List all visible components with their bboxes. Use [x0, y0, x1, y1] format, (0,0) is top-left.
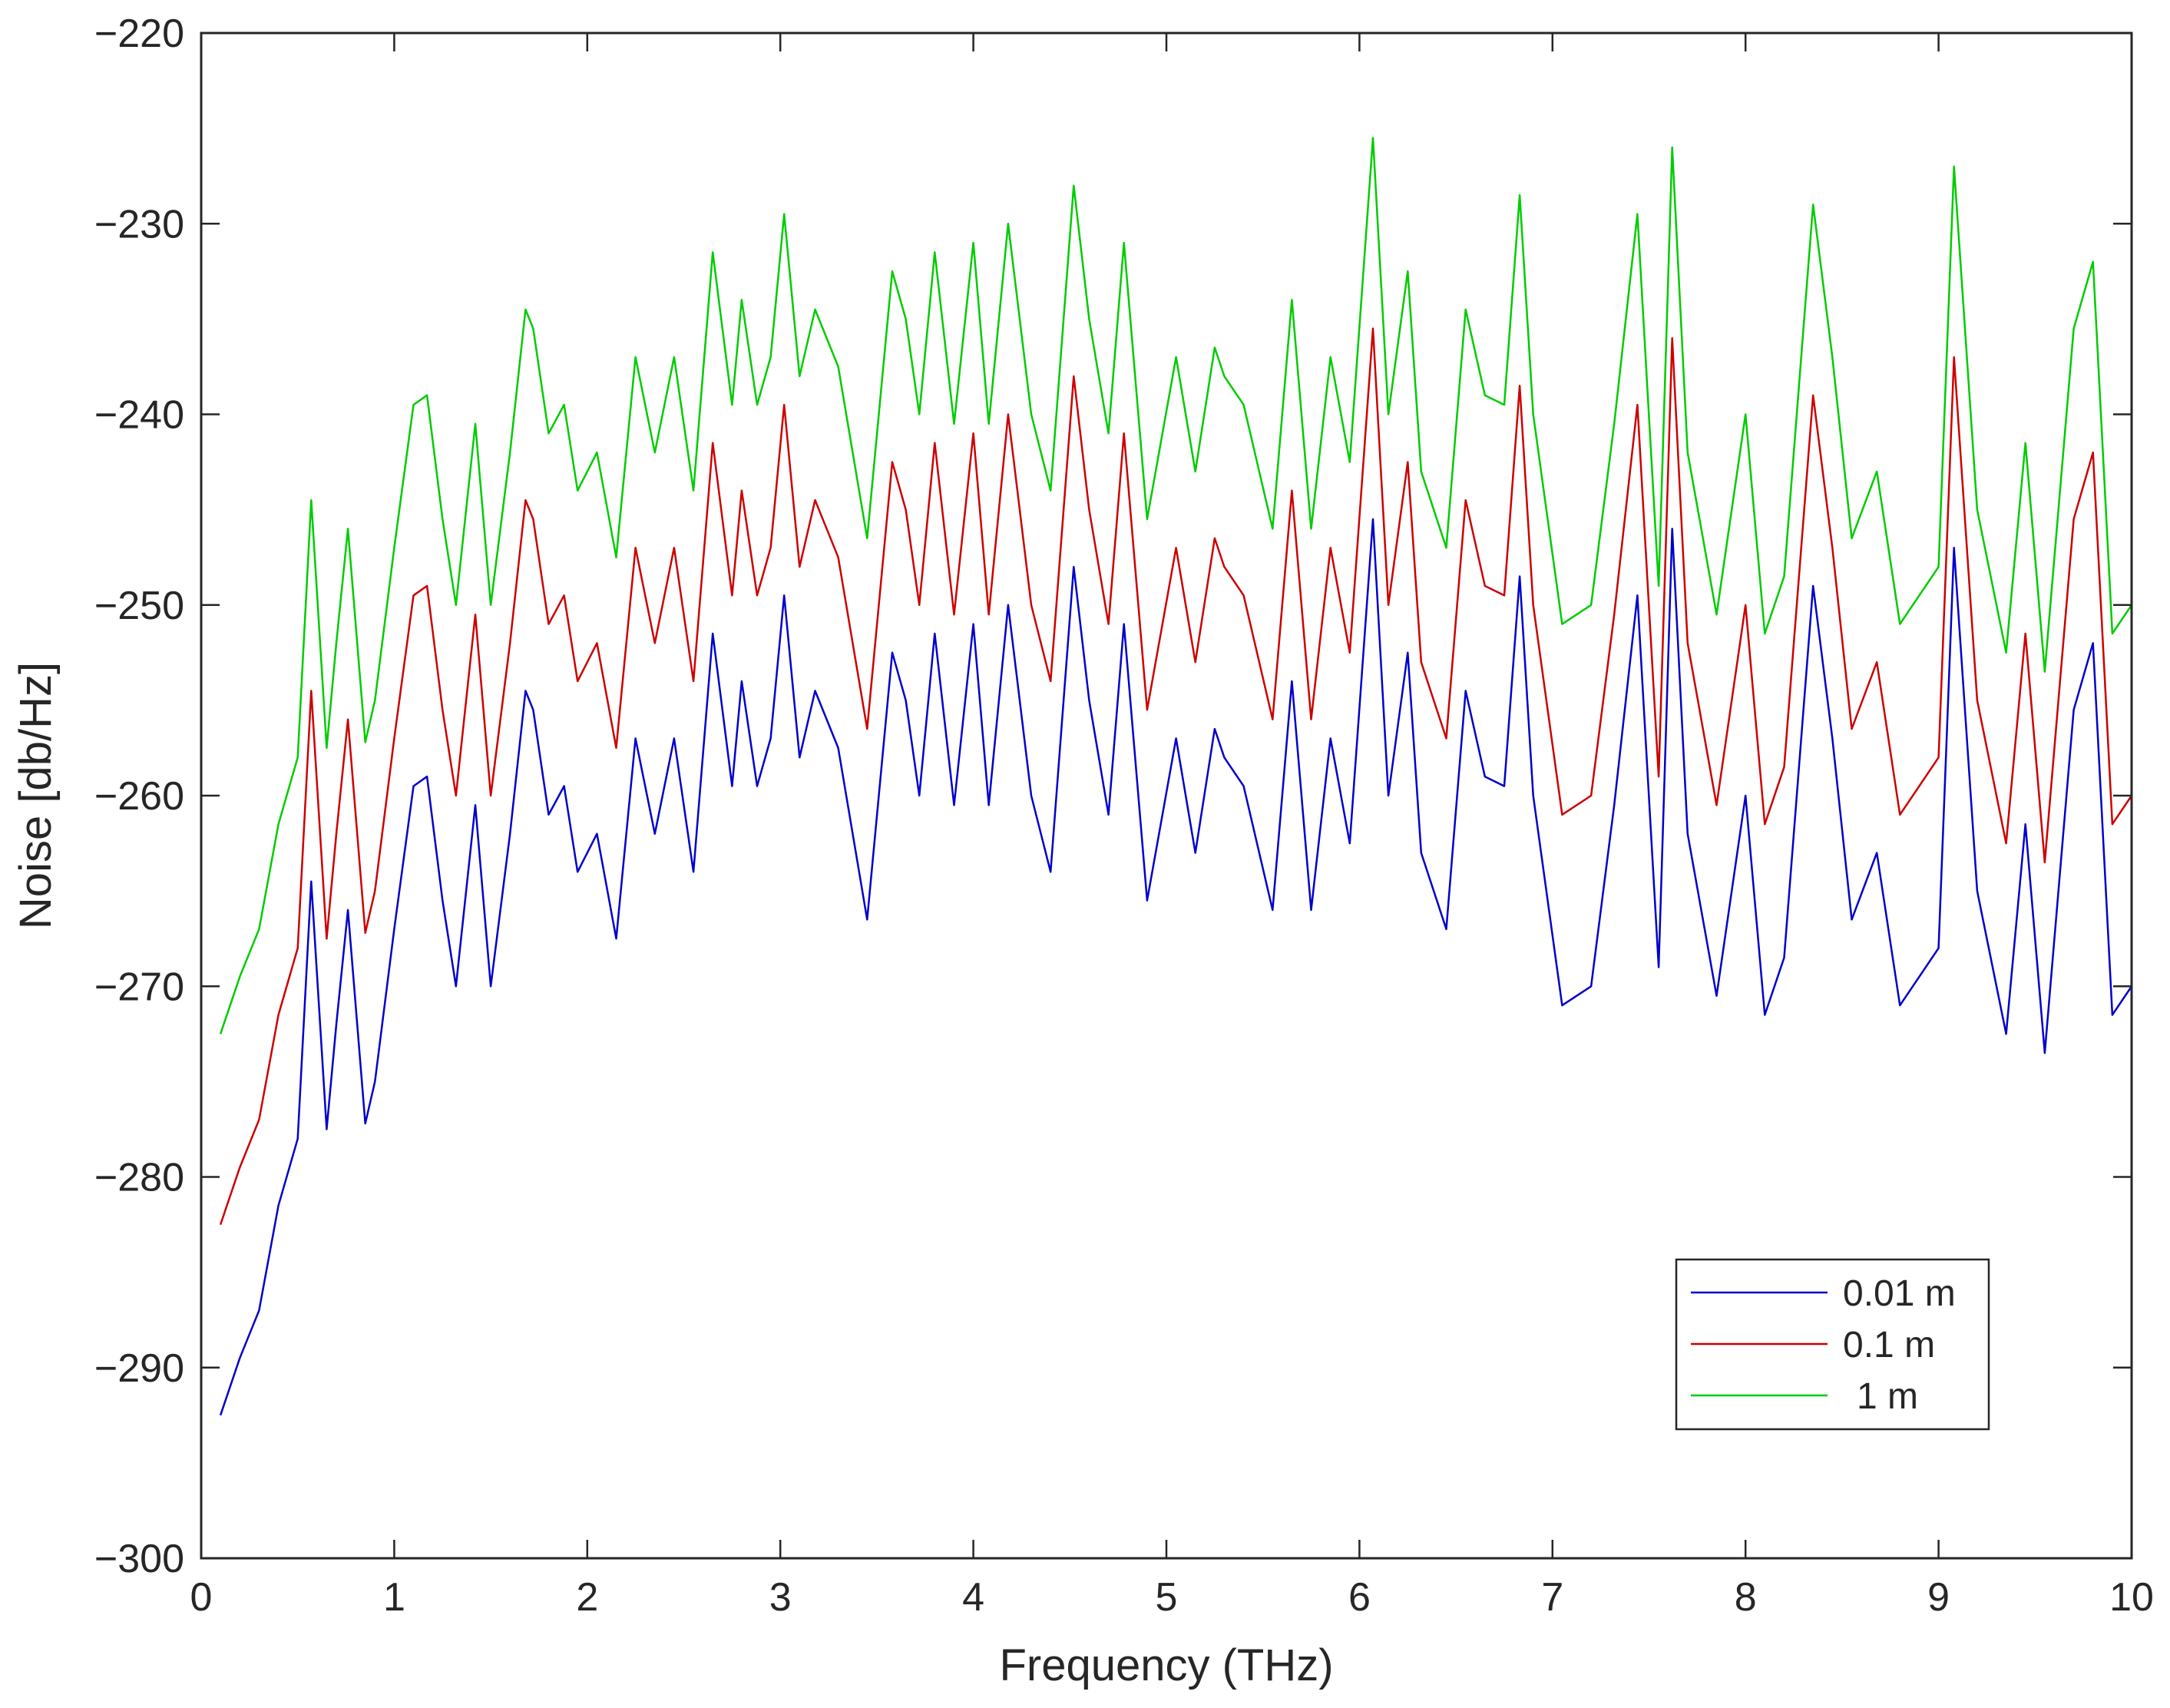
y-axis-title: Noise [db/Hz] [11, 662, 61, 929]
y-tick-label: −300 [94, 1537, 184, 1581]
y-tick-label: −290 [94, 1346, 184, 1391]
series-layer [219, 137, 2133, 1416]
x-tick-label: 10 [2109, 1575, 2154, 1620]
x-tick-label: 4 [962, 1575, 984, 1620]
y-tick-label: −270 [94, 965, 184, 1009]
x-tick-label: 7 [1541, 1575, 1563, 1620]
plot-frame [200, 31, 2133, 1560]
legend-label-1m: 1 m [1857, 1376, 1918, 1417]
legend-label-0.01m: 0.01 m [1843, 1273, 1956, 1314]
y-tick-label: −250 [94, 584, 184, 628]
ticks-layer: 0 1 2 3 4 5 6 7 8 9 10 −300 −290 −280 −270 −260 −250 −240… [94, 12, 2154, 1620]
legend: 0.01 m 0.1 m 1 m [1675, 1258, 1990, 1431]
series-line-1m [219, 137, 2133, 1034]
series-line-0.1m [219, 327, 2133, 1226]
x-tick-label: 8 [1735, 1575, 1757, 1620]
legend-label-0.1m: 0.1 m [1843, 1325, 1935, 1365]
x-tick-label: 2 [576, 1575, 598, 1620]
x-tick-label: 9 [1927, 1575, 1950, 1620]
y-tick-label: −230 [94, 202, 184, 247]
x-tick-label: 6 [1348, 1575, 1371, 1620]
x-tick-label: 5 [1156, 1575, 1178, 1620]
y-tick-label: −280 [94, 1156, 184, 1200]
y-tick-label: −260 [94, 774, 184, 819]
x-axis-title: Frequency (THz) [999, 1640, 1333, 1690]
series-line-0.01m [219, 518, 2133, 1416]
x-tick-label: 0 [190, 1575, 213, 1620]
x-tick-label: 3 [769, 1575, 792, 1620]
y-tick-label: −240 [94, 393, 184, 438]
y-tick-label: −220 [94, 12, 184, 56]
x-tick-label: 1 [383, 1575, 405, 1620]
